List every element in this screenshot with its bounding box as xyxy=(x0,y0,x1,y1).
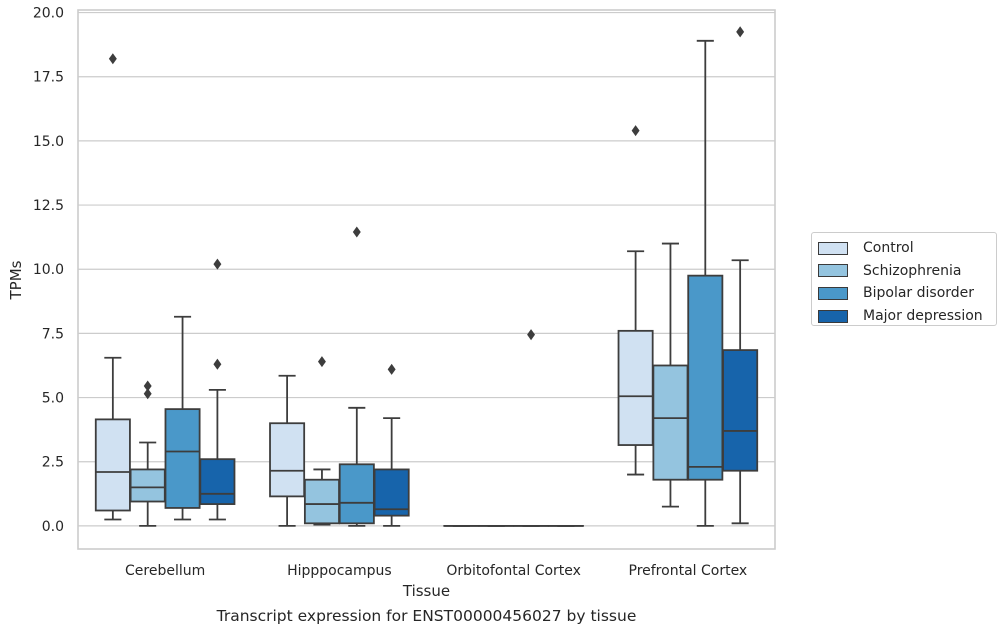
x-axis-label: Tissue xyxy=(402,582,450,600)
box-iqr xyxy=(617,329,654,446)
outlier-point xyxy=(527,329,536,341)
box-iqr xyxy=(94,418,131,512)
x-tick-label: Orbitofontal Cortex xyxy=(446,563,581,579)
y-tick-label: 17.5 xyxy=(33,70,64,86)
legend-label: Bipolar disorder xyxy=(863,285,975,302)
x-tick-label: Prefrontal Cortex xyxy=(629,563,748,579)
x-axis-ticks: Cerebellum Hipppocampus Orbitofontal Corte… xyxy=(125,563,747,579)
outlier-point xyxy=(631,125,640,137)
outlier-point xyxy=(352,226,361,238)
x-tick-label: Cerebellum xyxy=(125,563,205,579)
box-schizophrenia xyxy=(652,242,689,508)
box-iqr xyxy=(303,478,340,525)
box-major-depression xyxy=(722,26,759,525)
y-axis-label: TPMs xyxy=(7,260,25,300)
plot-area-frame xyxy=(77,9,776,550)
box-bipolar-disorder xyxy=(338,226,375,527)
box-bipolar-disorder xyxy=(687,39,724,527)
y-axis-ticks: 0.0 2.5 5.0 7.5 10.0 12.5 15.0 17.5 20.0 xyxy=(33,6,64,535)
box-bipolar-disorder xyxy=(164,315,201,521)
outlier-point xyxy=(108,53,117,65)
y-tick-label: 0.0 xyxy=(42,519,64,535)
y-tick-label: 5.0 xyxy=(42,391,64,407)
y-tick-label: 10.0 xyxy=(33,262,64,278)
box-schizophrenia xyxy=(129,380,166,527)
boxes xyxy=(94,26,759,527)
box-iqr xyxy=(687,274,724,481)
box-iqr xyxy=(722,349,759,472)
box-iqr xyxy=(269,422,306,498)
box-control xyxy=(617,125,654,476)
box-major-depression xyxy=(199,258,236,521)
y-tick-label: 20.0 xyxy=(33,6,64,22)
box-iqr xyxy=(129,468,166,503)
legend-swatch xyxy=(818,286,848,300)
legend-item: Control xyxy=(818,237,996,260)
outlier-point xyxy=(213,358,222,370)
legend-swatch xyxy=(818,264,848,278)
y-tick-label: 15.0 xyxy=(33,134,64,150)
legend-label: Control xyxy=(863,240,914,257)
x-tick-label: Hipppocampus xyxy=(287,563,392,579)
legend: Control Schizophrenia Bipolar disorder Majo… xyxy=(811,232,997,326)
box-schizophrenia xyxy=(303,356,340,526)
legend-label: Major depression xyxy=(863,308,983,325)
legend-item: Schizophrenia xyxy=(818,260,996,283)
box-iqr xyxy=(164,408,201,509)
outlier-point xyxy=(143,380,152,392)
box-bipolar-disorder xyxy=(513,329,550,527)
box-major-depression xyxy=(373,363,410,527)
box-control xyxy=(94,53,131,521)
legend-item: Bipolar disorder xyxy=(818,282,996,305)
y-tick-label: 12.5 xyxy=(33,198,64,214)
outlier-point xyxy=(736,26,745,38)
outlier-point xyxy=(143,388,152,400)
legend-item: Major depression xyxy=(818,305,996,328)
outlier-point xyxy=(387,363,396,375)
y-tick-label: 7.5 xyxy=(42,326,64,342)
outlier-point xyxy=(317,356,326,368)
legend-swatch xyxy=(818,241,848,255)
y-tick-label: 2.5 xyxy=(42,455,64,471)
chart-caption: Transcript expression for ENST0000045602… xyxy=(216,607,637,625)
box-control xyxy=(269,374,306,527)
box-iqr xyxy=(199,458,236,505)
box-iqr xyxy=(338,463,375,525)
outlier-point xyxy=(213,258,222,270)
legend-swatch xyxy=(818,309,848,323)
box-iqr xyxy=(373,468,410,517)
box-iqr xyxy=(652,364,689,481)
legend-label: Schizophrenia xyxy=(863,262,962,279)
